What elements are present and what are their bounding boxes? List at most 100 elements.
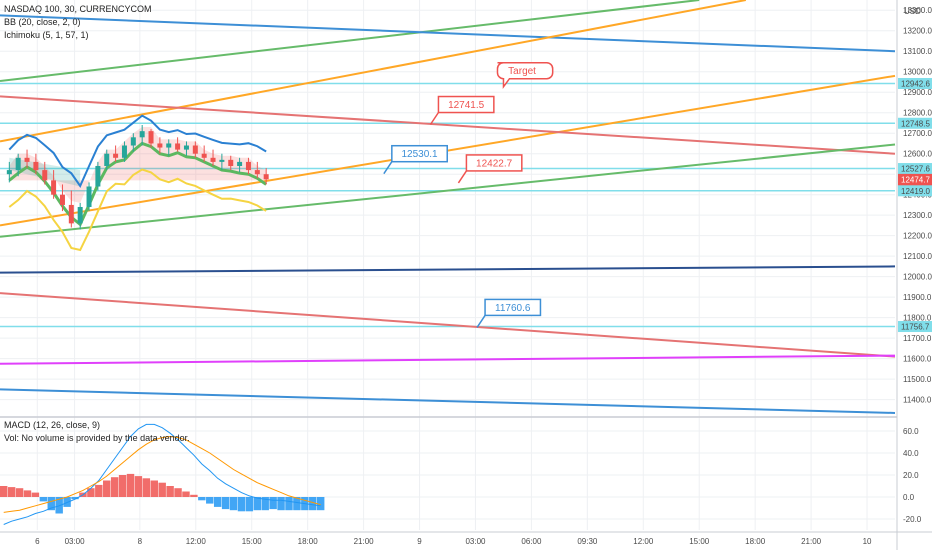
note-pointer: [429, 112, 440, 125]
macd-histogram-bar: [55, 497, 63, 514]
macd-histogram-bar: [87, 488, 95, 497]
price-note-box: 12530.1: [383, 144, 448, 175]
macd-histogram-bar: [150, 480, 158, 497]
time-tick-label: 10: [863, 537, 872, 546]
candle-body: [95, 166, 101, 187]
time-tick-label: 12:00: [186, 537, 207, 546]
candle-body: [245, 161, 251, 171]
price-tag-bg: [898, 321, 932, 333]
price-tick-label: 11900.0: [903, 293, 932, 302]
price-tick-label: 12200.0: [903, 232, 932, 241]
price-tag-bg: [898, 185, 932, 197]
price-tick-label: 13200.0: [903, 27, 932, 36]
trend-line: [0, 14, 896, 53]
candle-body: [59, 194, 65, 205]
bb-lower: [8, 168, 267, 252]
macd-histogram-bar: [71, 497, 79, 500]
price-tag-bg: [898, 77, 932, 89]
candle-body: [139, 131, 145, 138]
candle-body: [68, 204, 74, 224]
macd-histogram-bar: [103, 480, 111, 497]
macd-histogram-bar: [229, 497, 238, 511]
macd-histogram-bar: [31, 492, 40, 497]
macd-histogram-bar: [237, 497, 246, 512]
macd-histogram-bar: [269, 497, 277, 510]
macd-line: [3, 423, 321, 525]
time-tick-label: 15:00: [242, 537, 263, 546]
candle-body: [77, 206, 83, 224]
candle-body: [15, 157, 21, 171]
trend-line: [0, 265, 896, 274]
drawings: Target 12741.5 12530.1 12422.7 11760.6: [383, 61, 554, 328]
price-tag-bg: [898, 117, 932, 129]
time-axis[interactable]: 6 03:00 8 12:00 15:00 18:00 21:00 9 03:00 06:00 09…: [35, 537, 872, 546]
trend-line: [0, 388, 896, 414]
candlesticks: [6, 125, 269, 230]
price-tick-label: 12600.0: [903, 150, 932, 159]
legend-vol: Vol: No volume is provided by the data v…: [4, 433, 190, 443]
candle-body: [148, 131, 154, 144]
time-tick-label: 6: [35, 537, 40, 546]
candle-body: [113, 153, 119, 158]
note-rect: [465, 154, 523, 172]
candle-body: [192, 145, 198, 154]
macd-histogram-bar: [277, 497, 285, 511]
candle-body: [175, 143, 181, 150]
price-label-tag: 11756.7: [898, 321, 932, 333]
macd-histogram-bar: [47, 497, 55, 511]
macd-histogram-bar: [198, 497, 206, 501]
time-tick-label: 03:00: [465, 537, 486, 546]
candle-body: [130, 137, 136, 146]
note-pointer: [383, 161, 393, 175]
candle-body: [42, 170, 48, 181]
price-tick-label: 12300.0: [903, 211, 932, 220]
candle-body: [157, 143, 163, 148]
candle-body: [210, 157, 216, 162]
candle-body: [121, 145, 127, 158]
time-tick-label: 03:00: [65, 537, 86, 546]
macd-histogram-bar: [206, 497, 214, 504]
legend-macd: MACD (12, 26, close, 9): [4, 420, 100, 430]
macd-histogram-bar: [126, 473, 135, 497]
note-text: 12741.5: [448, 100, 485, 111]
macd-histogram-bar: [118, 475, 127, 497]
legend-bb: BB (20, close, 2, 0): [4, 17, 81, 27]
legend-main: NASDAQ 100, 30, CURRENCYCOM: [4, 4, 152, 14]
macd-histogram-bar: [0, 486, 8, 497]
price-axis[interactable]: 13300.0 13200.0 13100.0 13000.0 12900.0 12800…: [898, 6, 932, 524]
candle-body: [228, 159, 234, 166]
legend: NASDAQ 100, 30, CURRENCYCOM BB (20, clos…: [4, 4, 190, 443]
target-callout: Target: [496, 61, 554, 89]
price-tag-text: 12419.0: [901, 187, 930, 196]
bb-upper: [8, 114, 267, 188]
price-tag-text: 12942.6: [901, 79, 930, 88]
price-tag-text: 12474.7: [901, 175, 930, 184]
price-note-box: 11760.6: [476, 298, 542, 328]
price-tick-label: 11400.0: [903, 396, 932, 405]
candle-body: [104, 153, 110, 166]
price-tag-text: 12748.5: [901, 119, 930, 128]
candle-body: [237, 161, 243, 166]
time-tick-label: 21:00: [801, 537, 822, 546]
candle-body: [219, 159, 225, 162]
candle-body: [166, 143, 172, 148]
price-tag-text: 12527.6: [901, 165, 930, 174]
macd-tick-label: 0.0: [903, 493, 915, 502]
note-text: 12530.1: [401, 149, 438, 160]
macd-histogram-bar: [110, 477, 119, 497]
candle-body: [51, 180, 57, 195]
time-tick-label: 21:00: [354, 537, 375, 546]
macd-histogram-bar: [213, 497, 222, 507]
legend-ichimoku: Ichimoku (5, 1, 57, 1): [4, 30, 89, 40]
macd-histogram-bar: [174, 488, 182, 497]
macd-tick-label: -20.0: [903, 515, 922, 524]
macd-histogram-bar: [142, 478, 151, 497]
macd-histogram-bar: [190, 494, 198, 497]
time-tick-label: 12:00: [633, 537, 654, 546]
price-tick-label: 11800.0: [903, 314, 932, 323]
note-text: 12422.7: [476, 158, 513, 169]
candle-body: [201, 153, 207, 158]
macd-histogram-bar: [39, 497, 48, 502]
price-label-tag: 12942.6: [898, 77, 932, 89]
